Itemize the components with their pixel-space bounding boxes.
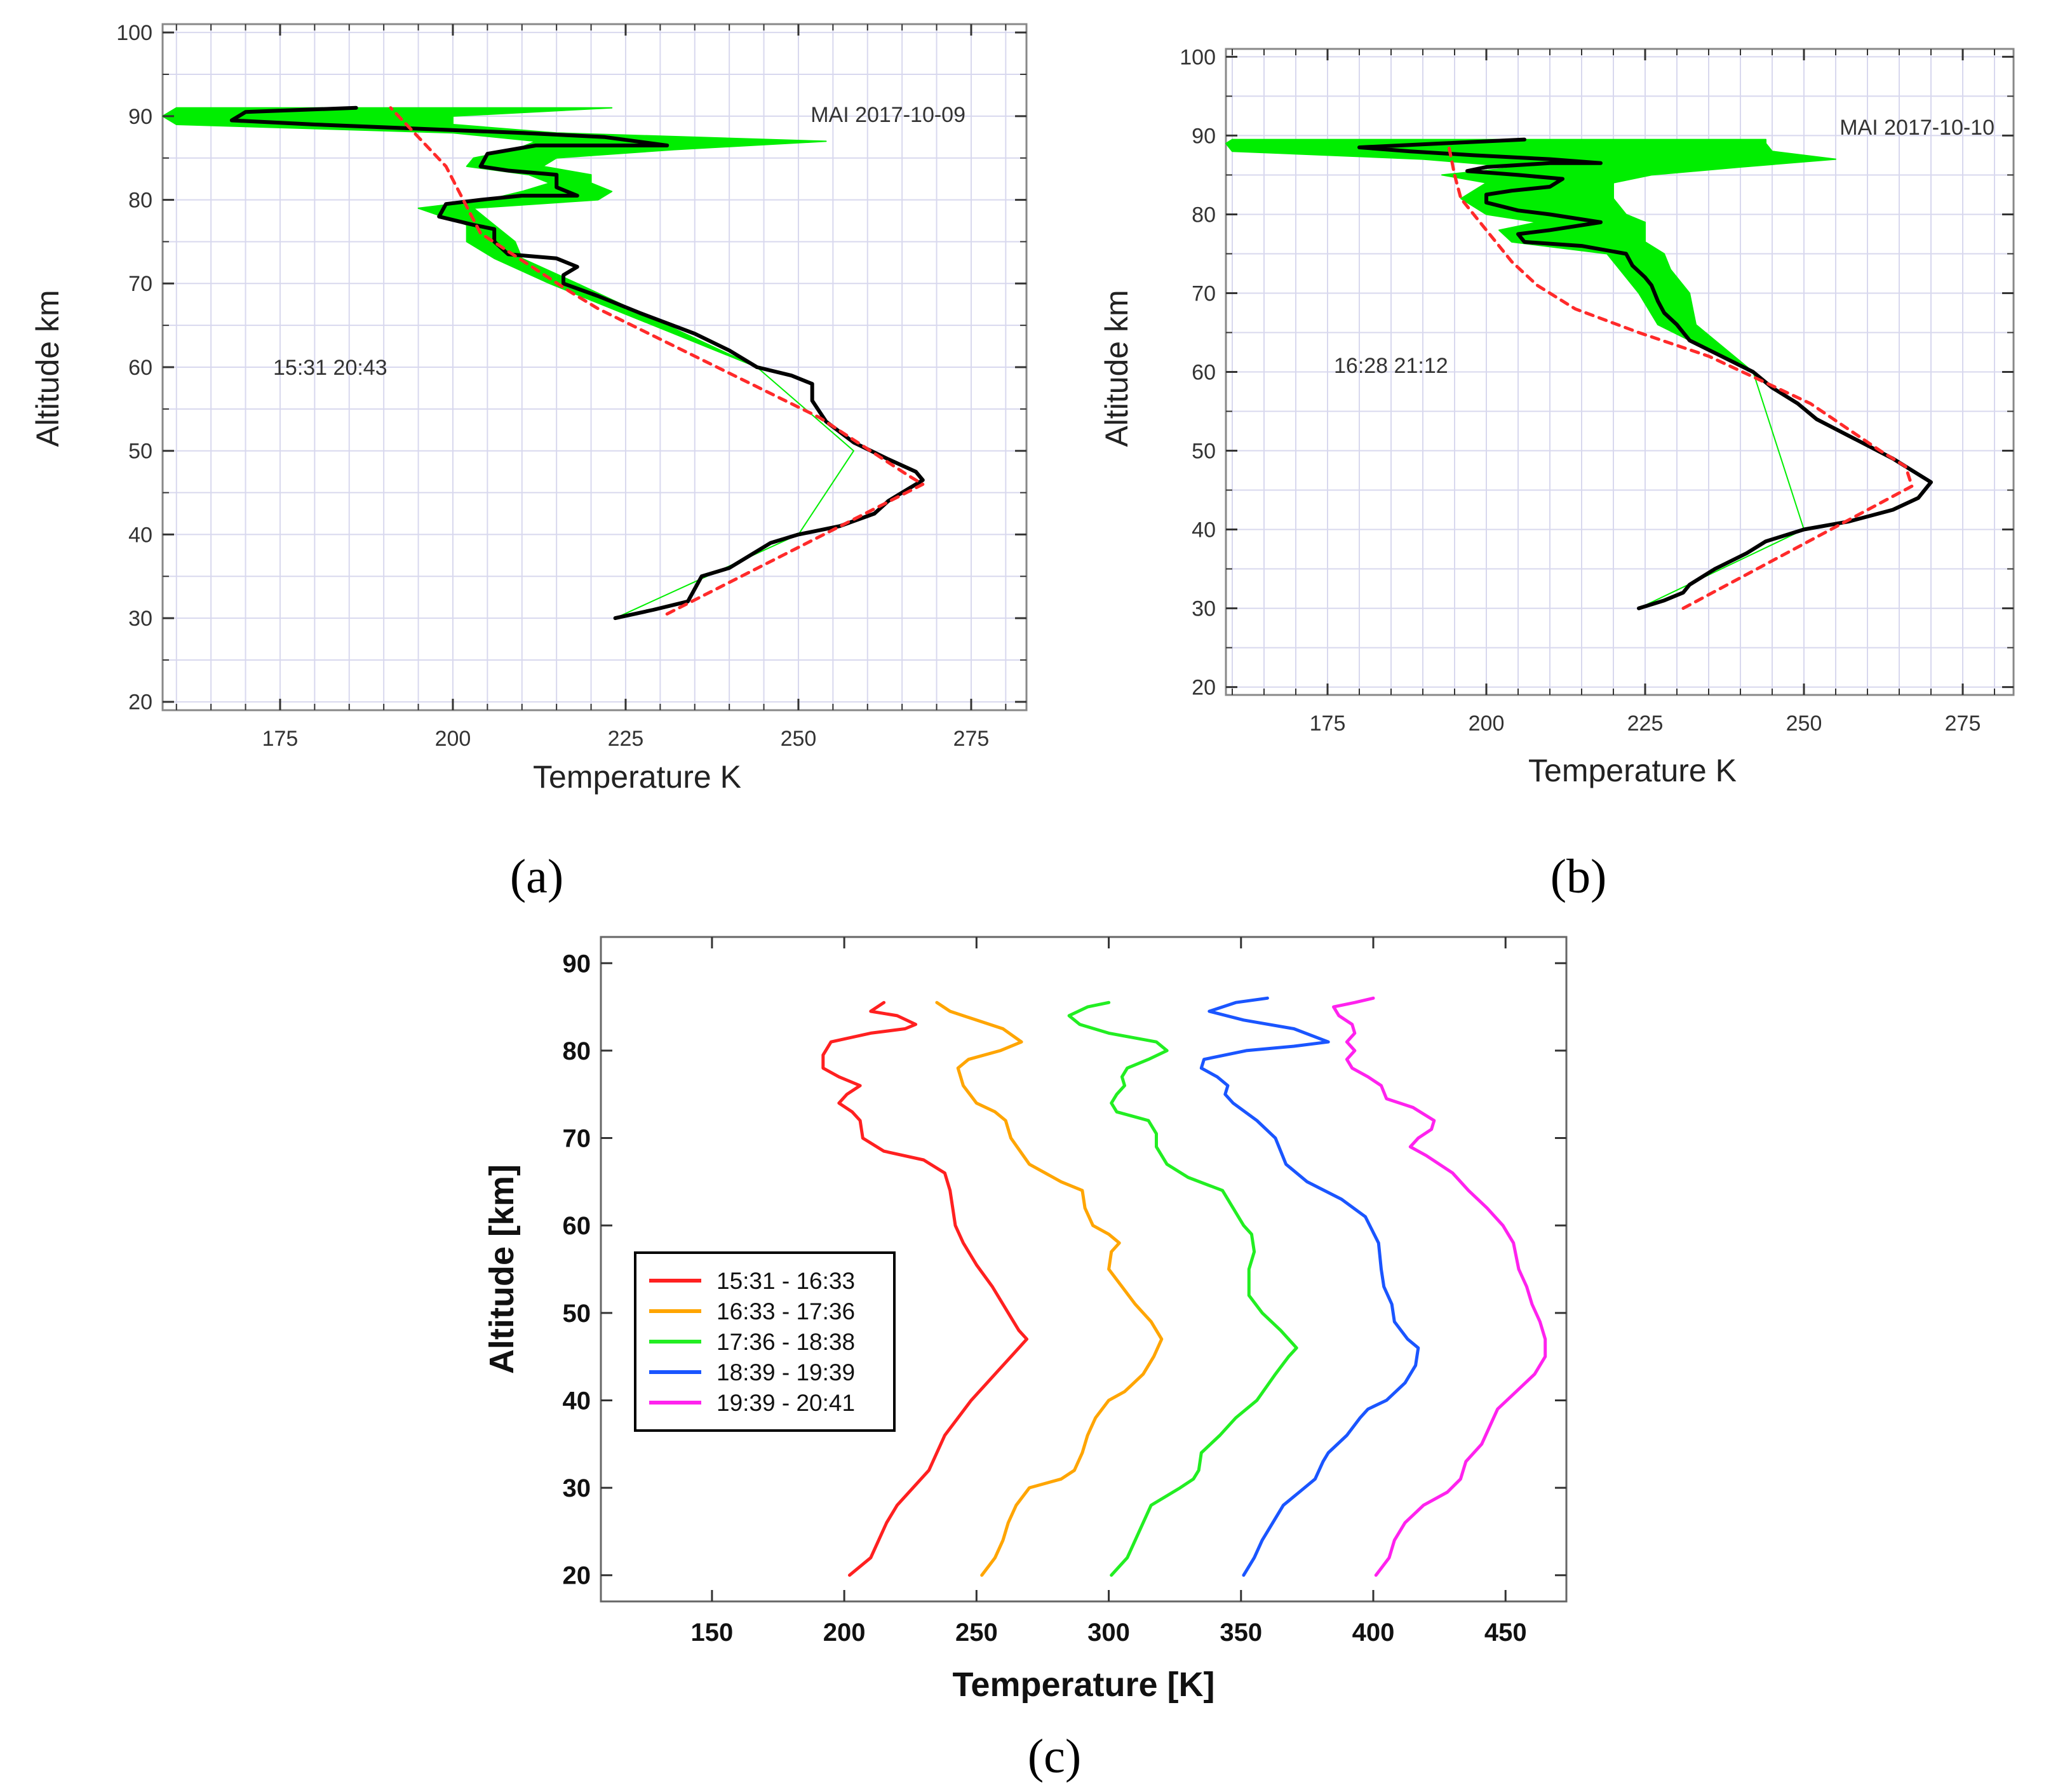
legend-c: 15:31 - 16:33 16:33 - 17:36 17:36 - 18:38 1…: [634, 1251, 896, 1432]
uncertainty-band: [162, 107, 854, 619]
x-tick-label: 300: [1087, 1619, 1130, 1647]
x-tick-label: 250: [781, 727, 817, 751]
series-line-17-36-18-38: [1067, 1000, 1298, 1577]
series-line-model: [389, 106, 925, 616]
chart-panel-c: 150 200 250 300 350 400 450 20 30 40 50 60 70 80 90 Te…: [483, 936, 1568, 1783]
legend-label: 18:39 - 19:39: [716, 1359, 855, 1385]
x-tick-label: 175: [262, 727, 299, 751]
y-tick-label: 100: [1180, 45, 1216, 69]
x-tick-label: 200: [1469, 711, 1505, 736]
y-tick-label: 50: [563, 1300, 591, 1328]
legend-label: 15:31 - 16:33: [716, 1268, 855, 1294]
y-tick-label: 30: [1192, 596, 1216, 621]
y-tick-label: 60: [1192, 360, 1216, 384]
panel-label-b: (b): [1550, 850, 1607, 903]
x-tick-label: 275: [953, 727, 990, 751]
y-tick-label: 90: [1192, 124, 1216, 148]
annotation-time-b: 16:28 21:12: [1334, 354, 1448, 378]
y-tick-label: 40: [128, 523, 152, 547]
y-tick-label: 70: [563, 1125, 591, 1153]
y-tick-label: 70: [1192, 281, 1216, 306]
annotation-title-a: MAI 2017-10-09: [811, 103, 965, 127]
x-tick-label: 250: [1786, 711, 1822, 736]
y-tick-label: 40: [1192, 518, 1216, 542]
x-tick-label: 225: [608, 727, 644, 751]
y-axis-title-b: Altitude km: [1099, 290, 1134, 447]
y-tick-label: 40: [563, 1387, 591, 1415]
y-tick-label: 20: [1192, 675, 1216, 699]
y-tick-label: 80: [128, 188, 152, 212]
y-tick-label: 90: [128, 105, 152, 129]
y-tick-label: 50: [1192, 439, 1216, 463]
y-tick-label: 60: [128, 356, 152, 380]
x-axis-title-a: Temperature K: [533, 759, 741, 795]
series-line-16-33-17-36: [935, 1000, 1164, 1577]
y-tick-label: 100: [116, 21, 152, 45]
series-line-19-39-20-41: [1332, 996, 1547, 1577]
y-tick-label: 30: [563, 1474, 591, 1502]
x-tick-label: 250: [955, 1619, 998, 1647]
x-tick-label: 400: [1352, 1619, 1395, 1647]
y-tick-label: 20: [128, 691, 152, 715]
series-line-measured: [229, 105, 925, 621]
legend-label: 19:39 - 20:41: [716, 1390, 855, 1416]
annotation-title-b: MAI 2017-10-10: [1840, 116, 1994, 140]
x-tick-label: 175: [1310, 711, 1346, 736]
x-axis-title-c: Temperature [K]: [952, 1666, 1214, 1704]
series-line-18-39-19-39: [1199, 996, 1420, 1577]
x-tick-label: 450: [1484, 1619, 1527, 1647]
y-tick-label: 80: [563, 1037, 591, 1065]
series-line-measured: [1357, 137, 1933, 610]
legend-label: 16:33 - 17:36: [716, 1298, 855, 1324]
panel-label-a: (a): [510, 850, 563, 903]
y-tick-label: 70: [128, 272, 152, 296]
plot-frame-c: [600, 936, 1568, 1603]
x-tick-label: 200: [435, 727, 471, 751]
y-axis-title-c: Altitude [km]: [483, 1164, 521, 1374]
x-axis-title-b: Temperature K: [1528, 753, 1737, 788]
y-tick-label: 20: [563, 1562, 591, 1590]
y-axis-title-a: Altitude km: [30, 290, 65, 447]
x-tick-label: 350: [1220, 1619, 1262, 1647]
chart-panel-b: 175 200 225 250 275 20 30 40 50 60 70 80 90 100 Tempe…: [1099, 45, 2015, 903]
annotation-time-a: 15:31 20:43: [273, 356, 387, 380]
series-line-15-31-16-33: [821, 1000, 1028, 1577]
y-tick-label: 30: [128, 607, 152, 631]
y-tick-label: 90: [563, 950, 591, 978]
chart-panel-a: 175 200 225 250 275 20 30 40 50 60 70 80 90 100 Tempe…: [30, 21, 1028, 903]
x-tick-label: 200: [823, 1619, 866, 1647]
panel-label-c: (c): [1028, 1730, 1081, 1783]
series-line-model: [1446, 142, 1914, 610]
x-tick-label: 150: [691, 1619, 734, 1647]
y-tick-label: 80: [1192, 203, 1216, 227]
y-tick-label: 60: [563, 1212, 591, 1240]
y-tick-label: 50: [128, 440, 152, 464]
x-tick-label: 225: [1627, 711, 1664, 736]
x-tick-label: 275: [1945, 711, 1981, 736]
legend-label: 17:36 - 18:38: [716, 1329, 855, 1355]
